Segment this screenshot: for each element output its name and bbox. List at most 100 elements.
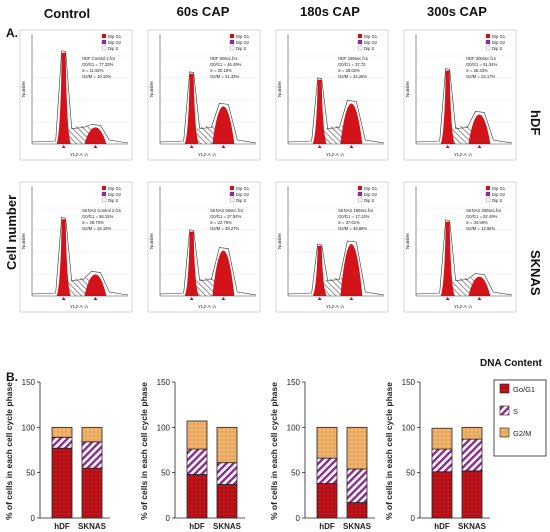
bar-legend-swatch — [499, 405, 510, 416]
histogram-legend-swatch — [485, 39, 491, 45]
histogram-info-line: SKNAS 60sec.fcs — [210, 208, 243, 213]
histogram-g1-marker — [61, 297, 66, 300]
histogram-legend-swatch — [485, 33, 491, 39]
bar-chart-ytick-label: 50 — [291, 469, 300, 478]
column-header-300s: 300s CAP — [427, 4, 487, 19]
histogram-legend-text: Dip G1 — [236, 34, 250, 39]
bar-chart-1: % of cells in each cell cycle phase 0 50 10… — [4, 378, 110, 531]
histogram-xlabel: YL2-A::A — [454, 152, 472, 157]
histogram-xlabel: YL2-A::A — [198, 152, 216, 157]
histogram-outline — [287, 77, 385, 144]
bar-s-hdf — [51, 436, 73, 449]
histogram-xlabel: YL2-A::A — [454, 304, 472, 309]
bar-chart-ytick-label: 0 — [166, 514, 171, 523]
histogram-legend-text: Dip G2 — [364, 192, 378, 197]
histogram-info-line: G2/M = 34.26% — [338, 74, 367, 79]
bar-legend-label: S — [513, 407, 518, 416]
bar-chart-category-label: hDF — [189, 522, 205, 531]
panel-a-letter: A. — [6, 26, 18, 40]
histogram-ylabel: Number — [277, 232, 282, 249]
bar-chart-ytick-label: 150 — [402, 378, 416, 387]
histogram-legend-swatch — [101, 185, 107, 191]
bar-s-sknas — [346, 468, 368, 503]
histogram-info-line: S = 34.59% — [466, 220, 488, 225]
histogram-outline — [31, 216, 129, 296]
column-header-control: Control — [43, 6, 91, 21]
histogram-g2-marker — [477, 297, 482, 300]
histogram-legend-text: Dip S — [236, 198, 246, 203]
histogram-legend-swatch — [485, 197, 491, 203]
bar-g2-m-sknas — [461, 426, 483, 440]
histogram-legend-text: Dip G2 — [236, 40, 250, 45]
histogram-legend-swatch — [229, 185, 235, 191]
histogram-ylabel: Number — [21, 232, 26, 249]
histogram-legend-swatch — [229, 39, 235, 45]
histogram-legend-swatch — [101, 33, 107, 39]
bar-chart-4: % of cells in each cell cycle phase 0 50 10… — [384, 378, 490, 531]
panel-b-letter: B. — [6, 370, 18, 384]
histogram-legend-text: Dip S — [108, 198, 118, 203]
histogram-info-line: S = 22.78% — [210, 220, 232, 225]
bar-s-sknas — [81, 441, 103, 469]
bar-chart-category-label: SKNAS — [343, 522, 372, 531]
bar-chart-ylabel: % of cells in each cell cycle phase — [384, 382, 394, 520]
histogram-ylabel: Number — [277, 80, 282, 97]
histogram-legend-swatch — [101, 191, 107, 197]
histogram-g2-marker — [349, 297, 354, 300]
histogram-xlabel: YL2-A::A — [326, 304, 344, 309]
histogram-legend-text: Dip S — [364, 198, 374, 203]
histogram-g1-peak — [184, 73, 199, 144]
histogram-legend-swatch — [101, 197, 107, 203]
histogram-info-line: S = 37.01% — [338, 220, 360, 225]
stacked-bar-charts: % of cells in each cell cycle phase 0 50 10… — [4, 378, 547, 531]
x-axis-title-dna-content: DNA Content — [480, 358, 542, 369]
histogram-legend-text: Dip S — [492, 46, 502, 51]
bar-g2-m-hdf — [186, 420, 208, 450]
histogram-g1-marker — [445, 297, 450, 300]
bar-go-g1-hdf — [316, 483, 338, 519]
bar-go-g1-hdf — [51, 447, 73, 519]
histogram-g1-peak — [440, 221, 455, 296]
histogram-g2-peak — [212, 250, 235, 296]
bar-go-g1-sknas — [81, 467, 103, 519]
bar-s-hdf — [186, 448, 208, 475]
bar-chart-ytick-label: 100 — [402, 423, 416, 432]
histogram-ylabel: Number — [149, 232, 154, 249]
histogram-legend-text: Dip G1 — [492, 34, 506, 39]
histogram-legend-swatch — [357, 39, 363, 45]
histogram-g2-peak — [340, 103, 363, 144]
bar-g2-m-sknas — [216, 426, 238, 464]
histogram-ylabel: Number — [149, 80, 154, 97]
histogram-info-line: S = 28.02% — [338, 68, 360, 73]
bar-chart-category-label: hDF — [319, 522, 335, 531]
histogram-info-line: SKNAS Control 2.fcs — [82, 208, 121, 213]
histogram-info-line: S = 28.70% — [82, 220, 104, 225]
row-label-hdf: hDF — [528, 110, 543, 136]
histogram-xlabel: YL2-A::A — [70, 304, 88, 309]
histogram-outline — [415, 68, 513, 144]
histogram-g1-marker — [189, 145, 194, 148]
bar-go-g1-sknas — [461, 470, 483, 519]
histogram-info-line: G2/M = 31.33% — [210, 74, 239, 79]
bar-legend-swatch — [499, 427, 510, 438]
histogram-g2-peak — [212, 106, 235, 144]
bar-go-g1-hdf — [186, 474, 208, 519]
histogram-legend-text: Dip G1 — [364, 186, 378, 191]
bar-chart-ytick-label: 0 — [31, 514, 36, 523]
bar-chart-category-label: hDF — [434, 522, 450, 531]
histogram-xlabel: YL2-A::A — [326, 152, 344, 157]
bar-chart-ytick-label: 100 — [287, 423, 301, 432]
histogram-ylabel: Number — [21, 80, 26, 97]
histogram-legend-text: Dip G2 — [492, 40, 506, 45]
bar-chart-ytick-label: 50 — [161, 469, 170, 478]
histogram-info-line: G0/G1 = 37.72 — [338, 62, 366, 67]
histogram-ylabel: Number — [405, 80, 410, 97]
histogram-info-line: G0/G1 = 52.49% — [466, 214, 498, 219]
histogram-legend-swatch — [357, 191, 363, 197]
histogram-outline — [287, 240, 385, 296]
histogram-legend-swatch — [485, 185, 491, 191]
bar-g2-m-hdf — [431, 427, 453, 450]
